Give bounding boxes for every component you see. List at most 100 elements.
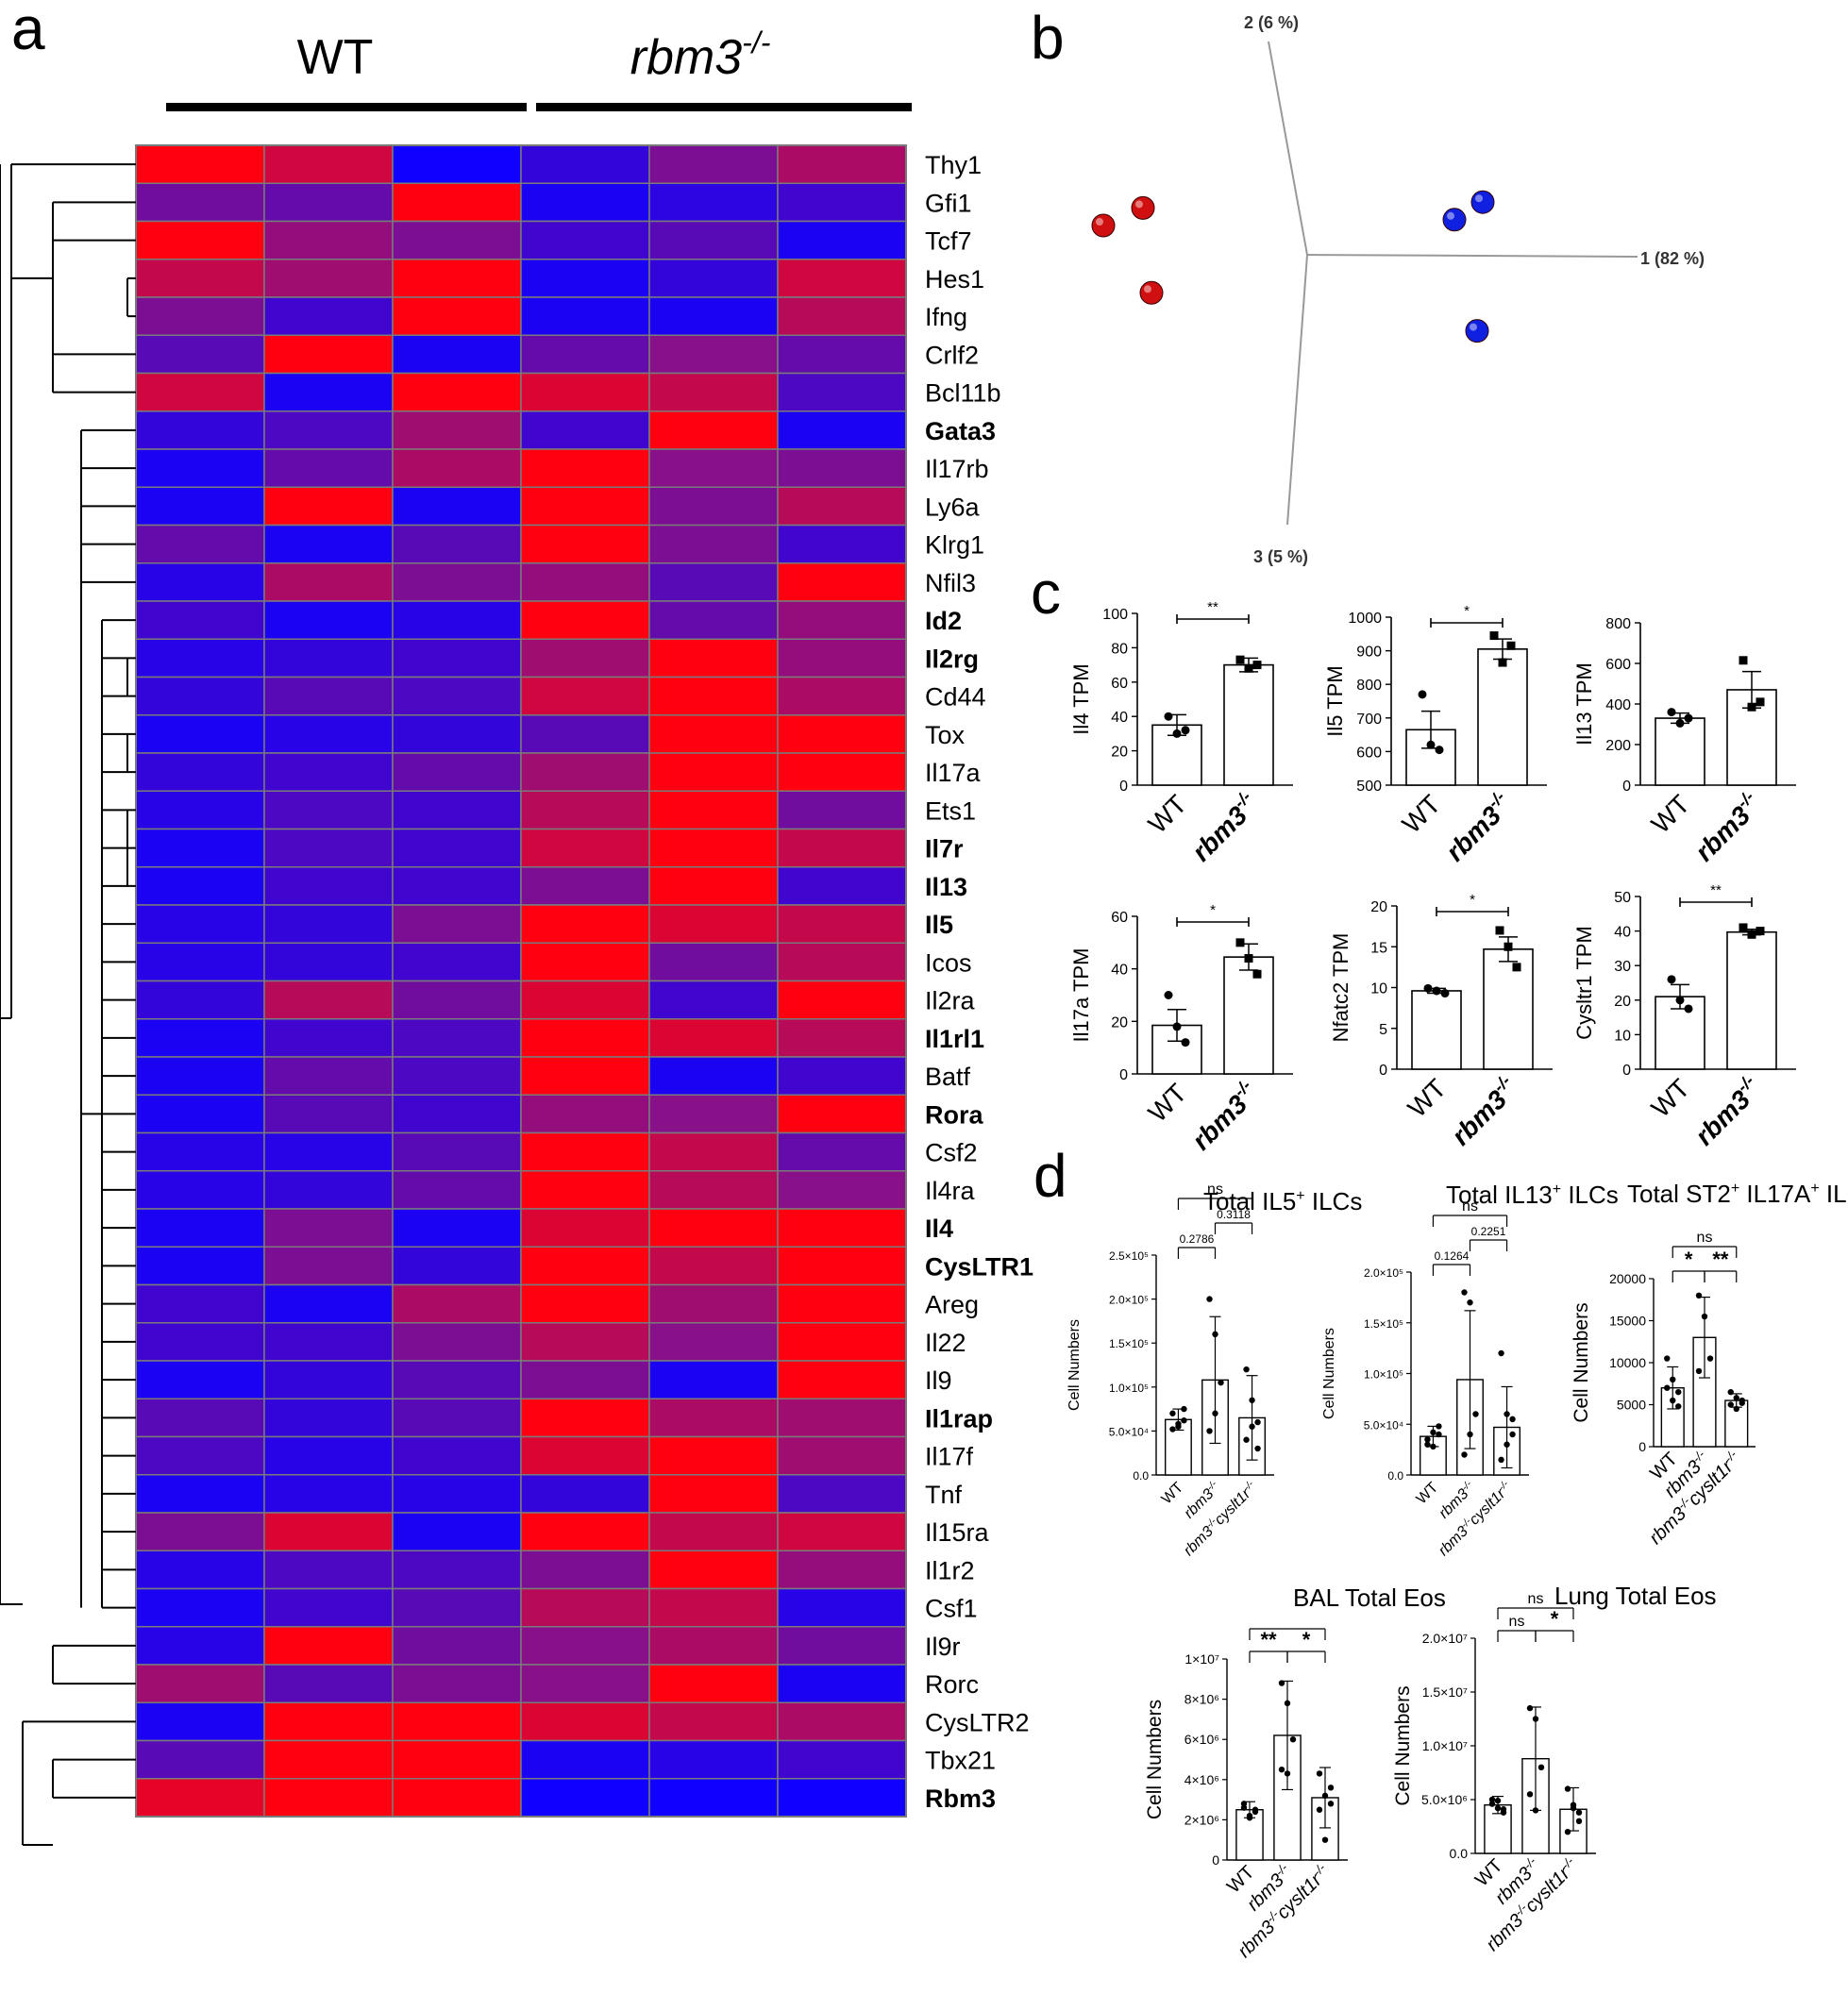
data-point <box>1278 1680 1285 1686</box>
data-point <box>1284 1770 1291 1777</box>
data-point <box>1537 1764 1545 1771</box>
y-tick-label: 0 <box>1379 1063 1387 1079</box>
y-axis-label: Cell Numbers <box>1144 1700 1166 1819</box>
heatmap-cell <box>135 144 265 184</box>
heatmap-cell <box>392 828 522 868</box>
heatmap-cell <box>135 1587 265 1628</box>
heatmap-cell <box>777 1701 907 1742</box>
gene-label: Tox <box>925 721 966 749</box>
data-point <box>1244 663 1253 673</box>
data-point <box>1575 1818 1583 1825</box>
heatmap-cell <box>648 486 779 527</box>
gene-label: Il13 <box>925 873 967 901</box>
data-point <box>1212 1331 1218 1338</box>
heatmap-cell <box>777 220 907 260</box>
group-label-sup: -/- <box>742 25 770 59</box>
heatmap-cell <box>135 1208 265 1248</box>
heatmap-panel: WT rbm3-/- Thy1 Gfi1 Tcf7 Hes1 Ifng Crlf2 Bcl11b… <box>0 25 1033 1846</box>
chart-title: Lung Total Eos <box>1554 1582 1717 1610</box>
data-point <box>1440 989 1450 998</box>
x-category-label: rbm3-/- <box>1688 787 1767 866</box>
genotype-text: WT <box>1159 1480 1187 1508</box>
data-point <box>1430 1443 1436 1450</box>
gene-label: Il22 <box>925 1329 966 1357</box>
bar <box>1411 990 1462 1070</box>
heatmap-cell <box>520 372 650 412</box>
pca-axis-3 <box>1286 254 1308 526</box>
data-point <box>1181 1038 1190 1047</box>
heatmap-cell <box>648 790 779 830</box>
gene-label: CysLTR1 <box>925 1252 1033 1281</box>
heatmap-cell <box>648 638 779 679</box>
pca-point <box>1470 190 1495 214</box>
data-point <box>1756 697 1765 707</box>
chart-title: BAL Total Eos <box>1293 1583 1446 1612</box>
heatmap-cell <box>777 1435 907 1476</box>
gene-label: Id2 <box>925 607 962 635</box>
heatmap-cell <box>777 1778 907 1818</box>
heatmap-cell <box>135 1283 265 1324</box>
x-category-label: rbm3-/- <box>1438 787 1518 866</box>
gene-label: Il2rg <box>925 645 979 673</box>
heatmap-cell <box>263 828 394 868</box>
gene-label: Csf1 <box>925 1595 978 1623</box>
heatmap-cell <box>520 676 650 716</box>
pca-point <box>1091 213 1116 238</box>
y-tick-label: 1.5×10⁵ <box>1364 1317 1403 1331</box>
heatmap-cell <box>263 486 394 527</box>
heatmap-cell <box>263 1739 394 1780</box>
heatmap-cell <box>520 1246 650 1286</box>
heatmap-cell <box>520 524 650 564</box>
data-point <box>1435 746 1444 755</box>
heatmap-cell <box>520 714 650 754</box>
heatmap-cell <box>263 752 394 792</box>
data-point <box>1494 1804 1502 1812</box>
group-label-text: rbm3 <box>630 30 743 85</box>
gene-label: Nfil3 <box>925 569 976 597</box>
heatmap-cell <box>263 1360 394 1399</box>
heatmap-cell <box>392 448 522 488</box>
bar <box>1655 717 1705 786</box>
panel-label-b: b <box>1031 4 1065 72</box>
heatmap-cell <box>263 1626 394 1666</box>
gene-label: Csf2 <box>925 1139 978 1167</box>
heatmap-cell <box>648 1587 779 1628</box>
heatmap-cell <box>648 372 779 412</box>
data-point <box>1488 1796 1496 1803</box>
y-tick-label: 100 <box>1102 607 1128 623</box>
gene-label: Il5 <box>925 911 953 939</box>
heatmap-cell <box>135 1550 265 1590</box>
y-axis-label: Cell Numbers <box>1321 1328 1337 1419</box>
heatmap-cell <box>263 1474 394 1514</box>
heatmap-cell <box>648 296 779 336</box>
y-tick-label: 5.0×10⁶ <box>1421 1792 1468 1807</box>
heatmap-cell <box>263 1778 394 1818</box>
heatmap-cell <box>520 1664 650 1703</box>
heatmap-cell <box>520 1056 650 1096</box>
heatmap-cell <box>392 790 522 830</box>
x-category-label: WT <box>1646 1073 1696 1123</box>
data-point <box>1436 1431 1442 1438</box>
data-point <box>1512 963 1521 972</box>
heatmap-cell <box>135 1056 265 1096</box>
heatmap-cell <box>263 1587 394 1628</box>
heatmap-cell <box>392 1246 522 1286</box>
y-tick-label: 0 <box>1119 779 1128 795</box>
pca-axis-label: 1 (82 %) <box>1640 249 1705 268</box>
data-point <box>1509 1431 1516 1438</box>
data-point <box>1675 1388 1682 1396</box>
heatmap-cell <box>392 1474 522 1514</box>
y-tick-label: 10000 <box>1609 1355 1646 1370</box>
chart-title-text: Lung Total Eos <box>1554 1582 1717 1610</box>
panel-label-c: c <box>1031 559 1061 627</box>
pca-point <box>1131 195 1155 220</box>
heatmap-cell <box>648 1474 779 1514</box>
heatmap-cell <box>135 1739 265 1780</box>
y-tick-label: 5000 <box>1617 1398 1646 1413</box>
heatmap-cell <box>520 562 650 602</box>
heatmap-cell <box>392 182 522 223</box>
heatmap-cell <box>135 1322 265 1362</box>
gene-label: Cd44 <box>925 683 986 712</box>
y-tick-label: 600 <box>1605 657 1631 673</box>
heatmap-cell <box>520 1739 650 1780</box>
